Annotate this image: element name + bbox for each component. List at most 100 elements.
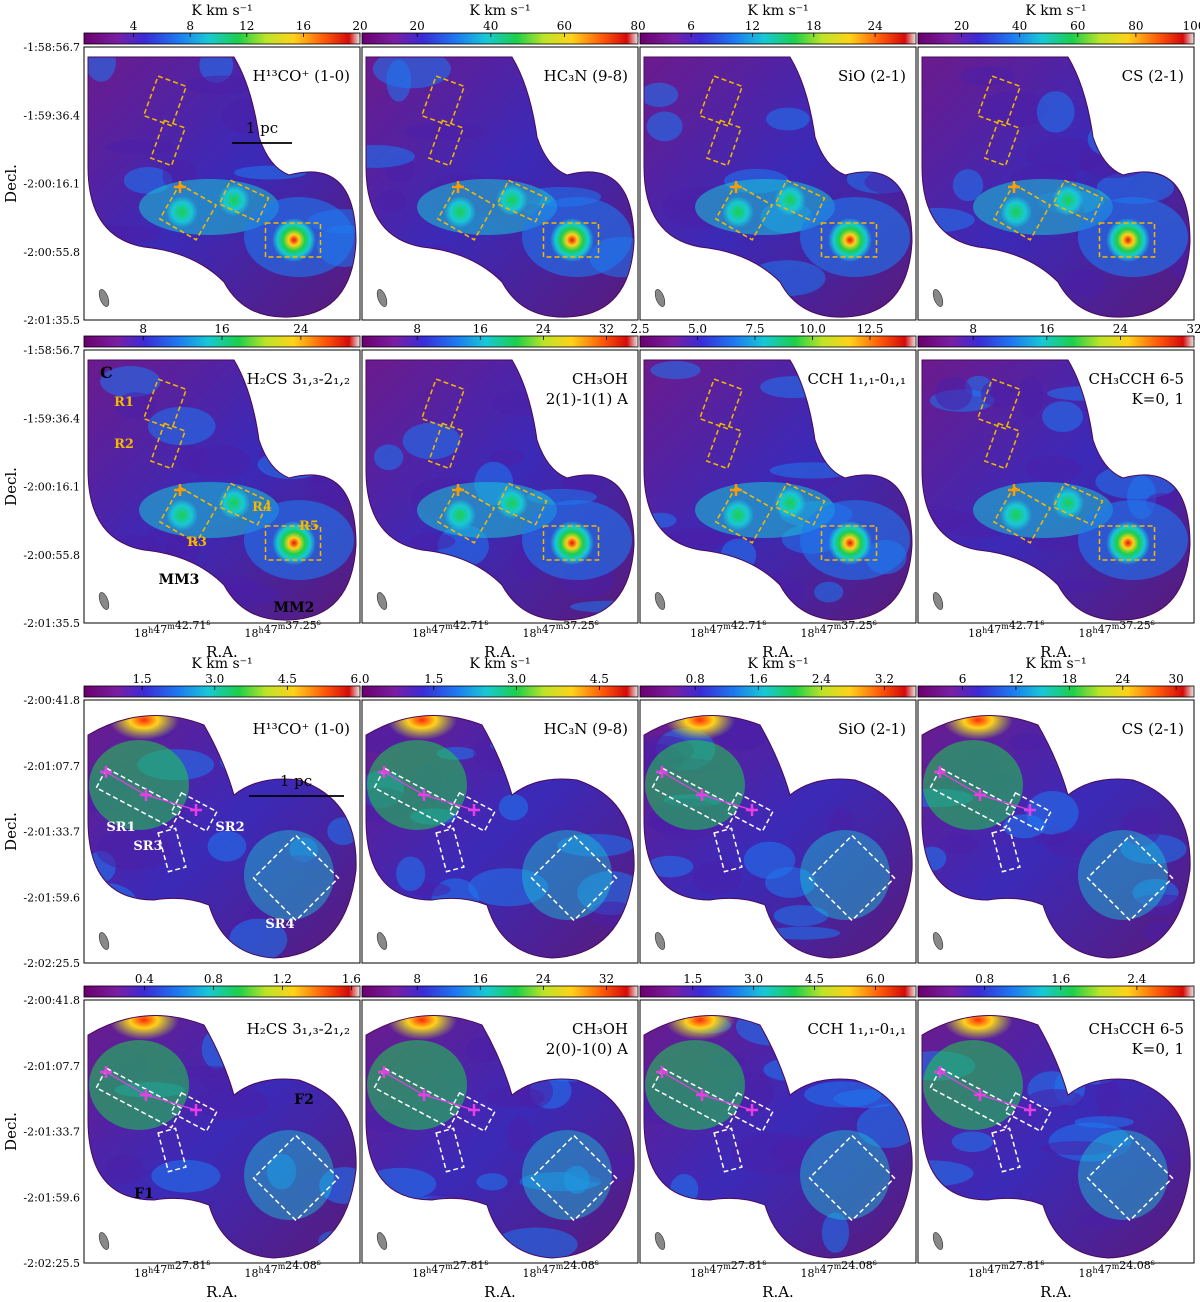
colorbar-tick-label: 18 (1062, 672, 1077, 686)
source-marker (1008, 181, 1020, 193)
map-panel: 2.5 5.0 7.5 10.0 12.5 CCH 1₁,₁-0₁,₁ 18h47m42.7… (630, 322, 917, 661)
colorbar-unit-label: K km s⁻¹ (191, 3, 252, 19)
emission-ridge (244, 830, 334, 920)
colorbar-tick-label: 16 (1039, 322, 1054, 336)
emission-knot (722, 196, 754, 228)
molecular-line-label: SiO (2-1) (838, 720, 906, 738)
beam-ellipse (932, 289, 944, 307)
emission-clump (272, 855, 324, 869)
colorbar-tick-label: 1.6 (749, 672, 768, 686)
ra-tick-label: 18h47m27.81s (412, 1258, 488, 1280)
emission-clump (646, 111, 683, 142)
emission-clump (765, 107, 810, 131)
beam-ellipse (98, 1232, 110, 1250)
colorbar (917, 685, 1195, 698)
region-label: R3 (187, 535, 207, 550)
region-label: SR3 (133, 839, 162, 854)
knot-marker (696, 1089, 708, 1101)
axis-label-y: Decl. (2, 1112, 20, 1151)
molecular-line-label: CCH 1₁,₁-0₁,₁ (807, 370, 906, 388)
emission-knot (1000, 499, 1032, 531)
region-box (542, 525, 600, 561)
dec-tick-label: -1:59:36.4 (23, 412, 80, 425)
colorbar-tick-label: 40 (483, 19, 498, 33)
region-box (427, 422, 465, 470)
core-label: MM2 (274, 600, 315, 616)
colorbar-tick-label: 6.0 (350, 672, 369, 686)
map-panel: 8 16 24 32 CH₃CCH 6-5 K=0, 1 18h47m42.71s 18h47… (917, 322, 1200, 661)
filament-label: F1 (134, 1186, 154, 1202)
region-box (976, 75, 1022, 127)
region-box (496, 179, 548, 223)
beam-ellipse (654, 289, 666, 307)
emission-clump (1003, 814, 1046, 839)
region-box (651, 1067, 739, 1129)
emission-mask-outline (921, 1015, 1191, 1259)
emission-mask-outline (921, 359, 1191, 621)
colorbar-tick-label: 8 (413, 322, 421, 336)
colorbar-tick-label: 1.6 (1051, 972, 1070, 986)
axis-label-x: R.A. (484, 643, 516, 661)
colorbar (361, 985, 639, 998)
colorbar-tick-label: 1.5 (133, 672, 152, 686)
emission-peak (109, 715, 179, 740)
region-box (714, 486, 774, 544)
beam-ellipse (654, 932, 666, 950)
emission-knot (722, 499, 754, 531)
dec-tick-label: -2:00:41.8 (23, 694, 80, 707)
colorbar-tick-label: 18 (806, 19, 821, 33)
colorbar-tick-label: 12.5 (857, 322, 884, 336)
region-box (983, 422, 1021, 470)
colorbar-tick-label: 16 (473, 322, 488, 336)
region-box (698, 75, 744, 127)
colorbar-tick-label: 4 (130, 19, 138, 33)
region-box (774, 179, 826, 223)
region-box (264, 222, 322, 258)
region-box (435, 827, 465, 873)
emission-clump (374, 190, 407, 212)
region-box (705, 119, 743, 167)
region-box (436, 486, 496, 544)
emission-clump (1036, 91, 1075, 133)
emission-mask-outline (643, 359, 913, 621)
emission-clump (814, 581, 844, 603)
emission-clump (980, 379, 1020, 408)
emission-clump (1064, 268, 1105, 297)
colorbar (361, 32, 639, 45)
region-box (435, 1127, 465, 1173)
colorbar-tick-label: 6 (687, 19, 695, 33)
emission-mask-outline (87, 1015, 357, 1259)
ra-tick-label: 18h47m42.71s (412, 618, 488, 640)
emission-clump (1096, 171, 1175, 205)
emission-clump (664, 532, 745, 546)
map-panel: 4 8 12 16 20 K km s⁻¹ H¹³CO⁺ (1-0) 1 pc -1:58:56… (2, 3, 368, 327)
colorbar-tick-label: 16 (214, 322, 229, 336)
region-box (698, 378, 744, 430)
emission-clump (404, 122, 487, 141)
emission-peak (550, 521, 594, 565)
colorbar-tick-label: 3.0 (507, 672, 526, 686)
emission-clump (468, 868, 549, 907)
colorbar-tick-label: 12 (1008, 672, 1023, 686)
knot-marker (974, 789, 986, 801)
emission-clump (557, 833, 634, 857)
emission-clump (650, 361, 701, 380)
colorbar-tick-label: 8 (186, 19, 194, 33)
region-box (95, 767, 183, 829)
map-panel: 20 40 60 80 100 K km s⁻¹ CS (2-1) (917, 3, 1200, 321)
emission-clump (373, 444, 404, 471)
emission-mask-outline (643, 715, 913, 959)
emission-clump (1042, 401, 1084, 433)
emission-clump (151, 1159, 221, 1193)
ra-tick-label: 18h47m27.81s (690, 1258, 766, 1280)
emission-clump (1108, 1143, 1178, 1169)
emission-knot (774, 487, 806, 519)
dec-tick-label: -2:00:16.1 (23, 481, 80, 494)
emission-mask-outline (87, 715, 357, 959)
scale-bar-label: 1 pc (280, 772, 312, 790)
source-marker (174, 484, 186, 496)
colorbar-tick-label: 20 (410, 19, 425, 33)
emission-peak (272, 218, 316, 262)
emission-ridge (522, 1130, 612, 1220)
emission-peak (1106, 218, 1150, 262)
